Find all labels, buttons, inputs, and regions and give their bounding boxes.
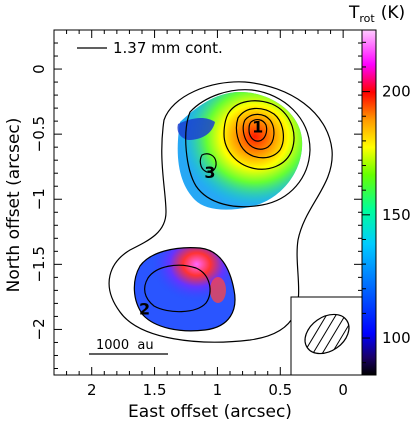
- contour-north-1: [185, 89, 311, 208]
- x-tick-label: 2: [87, 381, 97, 399]
- colorbar-title-main: T: [348, 3, 360, 23]
- x-axis-title: East offset (arcsec): [128, 402, 292, 422]
- x-tick-label: 0: [338, 381, 348, 399]
- contour-outer: [108, 81, 333, 343]
- colorbar-tick-label: 100: [382, 329, 411, 347]
- source-label-2: 2: [139, 300, 150, 319]
- y-tick-label: −1: [30, 188, 48, 210]
- colorbar-title-unit: (K): [381, 3, 405, 23]
- source-label-3: 3: [204, 163, 215, 182]
- south-hot-blob: [210, 277, 226, 303]
- colorbar-title-sub: rot: [359, 12, 375, 25]
- y-tick-label: −0.5: [30, 116, 48, 152]
- y-tick-label: −2: [30, 318, 48, 340]
- contour-legend-label: 1.37 mm cont.: [113, 39, 223, 57]
- y-axis-title: North offset (arcsec): [4, 118, 24, 293]
- temperature-regions: [134, 92, 303, 331]
- contour-south-2: [144, 264, 211, 313]
- continuum-contours: [108, 81, 333, 343]
- contour-north-4: [242, 113, 275, 150]
- contour-south-1: [133, 247, 236, 332]
- colorbar-tick-label: 200: [382, 83, 411, 101]
- contour-north-5: [248, 119, 268, 142]
- contour-north-3: [235, 107, 284, 159]
- colorbar: [361, 29, 377, 376]
- y-tick-label: 0: [30, 64, 48, 74]
- x-tick-label: 1.5: [143, 381, 167, 399]
- contour-north-2: [223, 100, 295, 170]
- x-tick-label: 1: [213, 381, 223, 399]
- north-hotspot: [177, 92, 303, 210]
- contour-source3: [199, 153, 217, 173]
- source-labels: 1 2 3: [139, 117, 263, 318]
- y-tick-label: −1.5: [30, 246, 48, 282]
- x-tick-label: 0.5: [268, 381, 292, 399]
- source-label-1: 1: [252, 117, 263, 136]
- colorbar-title: Trot (K): [348, 3, 405, 25]
- colorbar-tick-label: 150: [382, 206, 411, 224]
- scale-bar-label: 1000 au: [96, 338, 154, 353]
- colorbar-ticks: 100 150 200: [362, 41, 411, 364]
- axis-tick-labels: 2 1.5 1 0.5 0 0 −0.5 −1 −1.5 −2: [30, 64, 348, 399]
